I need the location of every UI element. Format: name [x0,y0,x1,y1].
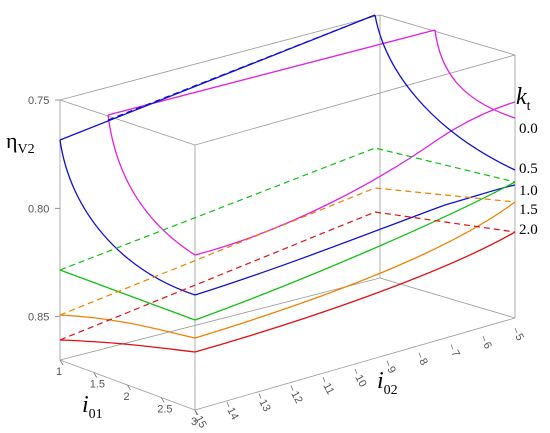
y-tick-label: 14 [224,406,240,422]
z-axis-title: ηV2 [6,128,35,157]
series-line [194,231,516,353]
series-line [374,14,516,171]
box-edge [59,99,196,146]
z-tick-label: 0.85 [28,312,49,324]
series-line [194,101,516,256]
y-tick-mark [194,409,198,416]
series-line [59,314,196,339]
y-tick-label: 11 [320,381,336,397]
legend-title: kt [516,84,531,114]
y-tick-mark [258,393,262,399]
series-line [107,114,196,256]
x-axis-title: i01 [82,392,103,422]
box-edge [379,14,516,56]
x-tick-label: 1.5 [90,379,105,391]
y-tick-label: 15 [192,414,208,430]
series-kt-0.5 [59,14,516,296]
series-line [107,29,436,116]
z-tick-label: 0.75 [28,95,49,107]
y-tick-mark [354,368,358,375]
y-tick-label: 13 [256,397,272,413]
series-line [194,184,516,296]
legend-label-kt-0.5: 0.5 [519,161,538,177]
y-tick-mark [418,352,422,358]
series-kt-1.0 [59,147,516,321]
y-tick-label: 5 [512,332,525,343]
series-line [59,14,376,141]
y-axis-title: i02 [377,368,398,398]
legend-label-kt-0.0: 0.0 [519,121,538,137]
y-tick-label: 9 [384,365,397,376]
x-tick-mark [59,359,64,366]
y-tick-mark [450,344,454,350]
box-edge [379,277,516,319]
x-tick-label: 2 [124,391,130,403]
series-kt-1.5 [59,187,516,339]
y-tick-mark [514,327,518,334]
plot-box [59,14,516,411]
legend-label-kt-1.5: 1.5 [519,202,538,218]
series-line [59,269,196,321]
y-tick-label: 7 [448,348,461,359]
series-line-hidden [59,147,516,271]
series-kt-0.0 [107,29,516,256]
box-edge [194,54,516,146]
x-tick-mark [127,384,131,391]
box-edge [59,14,381,101]
series-line [59,139,196,296]
y-tick-mark [482,336,486,342]
x-tick-mark [93,372,98,378]
legend-label-kt-2.0: 2.0 [519,222,538,238]
series-layer [59,14,516,353]
series-line-hidden [59,187,516,316]
x-tick-label: 3 [191,416,197,428]
y-tick-label: 6 [480,340,493,351]
x-tick-mark [160,397,165,403]
series-line-hidden [59,211,516,341]
y-tick-mark [322,377,326,383]
y-tick-label: 12 [288,389,304,405]
series-line [194,201,516,339]
series-kt-2.0 [59,211,516,353]
x-tick-label: 1 [56,366,62,378]
box-edge [194,317,516,411]
series-line [194,181,516,321]
series-line [434,29,516,119]
y-tick-mark [290,385,294,391]
y-tick-mark [226,401,230,407]
ticks-layer: 1 1.5 2 2.5 315 14 13 12 11 10 9 8 7 6 5 0.75 0.80 0.85 [28,95,526,430]
legend-label-kt-1.0: 1.0 [519,183,538,199]
y-tick-label: 10 [352,373,368,389]
y-tick-mark [386,360,390,366]
z-tick-label: 0.80 [28,203,49,215]
box-edge [59,277,381,361]
y-tick-label: 8 [416,356,429,367]
series-line [59,339,196,353]
x-tick-label: 2.5 [157,404,172,416]
